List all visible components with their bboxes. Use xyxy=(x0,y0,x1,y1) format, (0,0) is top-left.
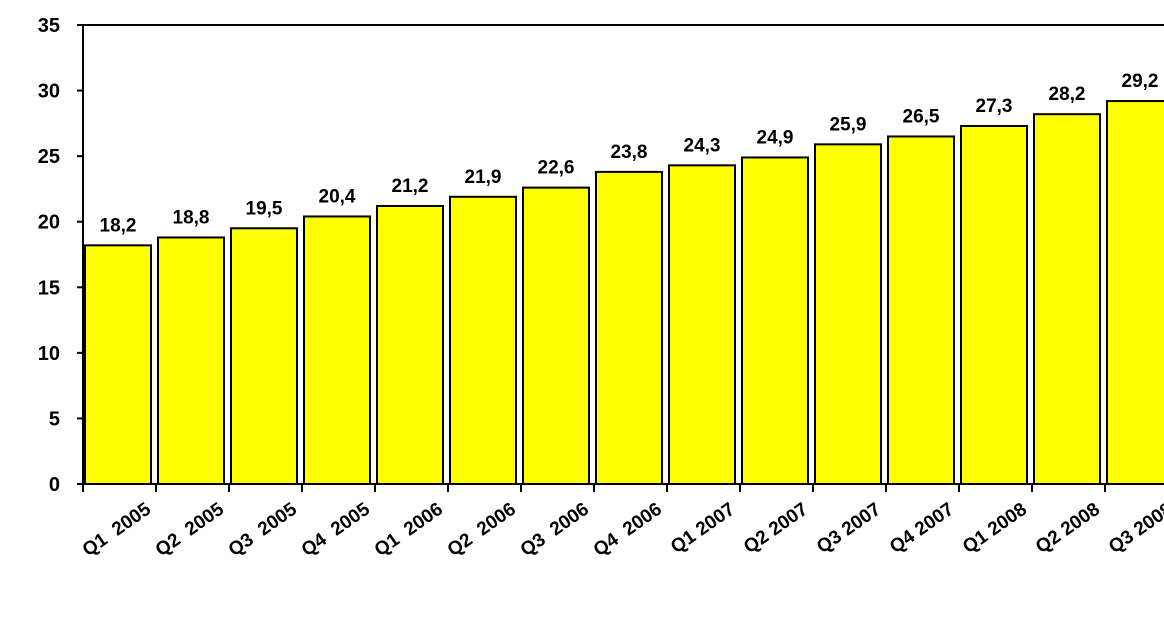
y-tick-label: 30 xyxy=(38,81,60,103)
y-tick-label: 25 xyxy=(38,146,60,168)
y-tick-label: 20 xyxy=(38,212,60,234)
y-tick-label: 10 xyxy=(38,343,60,365)
data-label: 27,3 xyxy=(976,96,1013,117)
y-tick-label: 5 xyxy=(49,408,60,430)
bars-group xyxy=(84,100,1164,486)
bar xyxy=(741,156,809,485)
data-label: 23,8 xyxy=(611,142,648,163)
data-label: 21,2 xyxy=(392,176,429,197)
y-tick-label: 0 xyxy=(49,474,60,496)
data-label: 25,9 xyxy=(830,114,867,135)
data-label: 22,6 xyxy=(538,158,575,179)
x-tick-label: Q4 2006 xyxy=(590,499,666,561)
value-labels-group: 18,2 18,8 19,5 20,4 21,2 21,9 22,6 23,8 24,3 24,9… xyxy=(100,71,1159,236)
bar xyxy=(814,143,882,485)
data-label: 19,5 xyxy=(246,198,283,219)
y-axis-ticks-group: 0 5 10 15 20 25 30 35 xyxy=(38,15,83,496)
bar xyxy=(376,204,444,485)
data-label: 18,2 xyxy=(100,215,137,236)
axes-group xyxy=(82,24,1164,485)
bar xyxy=(303,215,371,485)
bar xyxy=(1033,113,1101,485)
x-tick-label: Q3 2006 xyxy=(517,499,593,561)
x-tick-label: Q3 2008 xyxy=(1105,499,1164,558)
x-tick-label: Q2 2008 xyxy=(1032,499,1104,558)
data-label: 24,9 xyxy=(757,127,794,148)
bar xyxy=(449,195,517,485)
bar xyxy=(522,186,590,485)
y-tick-label: 35 xyxy=(38,15,60,37)
x-tick-label: Q4 2007 xyxy=(886,499,958,558)
data-label: 21,9 xyxy=(465,167,502,188)
data-label: 26,5 xyxy=(903,106,940,127)
data-label: 24,3 xyxy=(684,135,721,156)
x-tick-label: Q3 2005 xyxy=(225,499,301,561)
bar xyxy=(960,124,1028,485)
bar xyxy=(157,236,225,485)
bar xyxy=(887,135,955,485)
bar xyxy=(230,227,298,485)
x-tick-label: Q4 2005 xyxy=(298,499,374,561)
data-label: 18,8 xyxy=(173,207,210,228)
x-tick-label: Q2 2006 xyxy=(444,499,520,561)
y-tick-label: 15 xyxy=(38,277,60,299)
bar xyxy=(595,170,663,485)
x-tick-label: Q1 2006 xyxy=(371,499,447,561)
bar xyxy=(668,164,736,486)
x-tick-label: Q2 2005 xyxy=(152,499,228,561)
data-label: 20,4 xyxy=(319,186,356,207)
data-label: 28,2 xyxy=(1049,84,1086,105)
x-tick-label: Q2 2007 xyxy=(740,499,812,558)
x-tick-label: Q3 2007 xyxy=(813,499,885,558)
x-tick-label: Q1 2005 xyxy=(79,499,155,561)
x-tick-label: Q1 2008 xyxy=(959,499,1031,558)
data-label: 29,2 xyxy=(1122,71,1159,92)
bar xyxy=(1106,100,1164,485)
bar xyxy=(84,244,152,485)
x-tick-label: Q1 2007 xyxy=(667,499,739,558)
